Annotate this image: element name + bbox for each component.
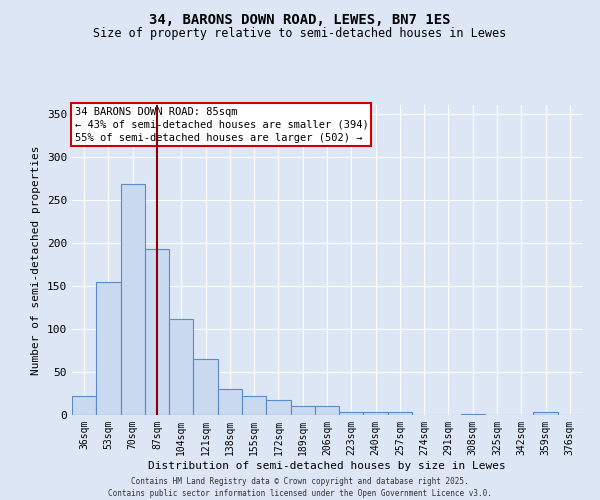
Text: Contains HM Land Registry data © Crown copyright and database right 2025.
Contai: Contains HM Land Registry data © Crown c… [108, 476, 492, 498]
Bar [72, 396, 96, 415]
Text: Size of property relative to semi-detached houses in Lewes: Size of property relative to semi-detach… [94, 28, 506, 40]
Bar [388, 412, 412, 415]
Bar [315, 406, 339, 415]
Y-axis label: Number of semi-detached properties: Number of semi-detached properties [31, 145, 41, 375]
Text: 34, BARONS DOWN ROAD, LEWES, BN7 1ES: 34, BARONS DOWN ROAD, LEWES, BN7 1ES [149, 12, 451, 26]
Bar [242, 396, 266, 415]
Bar [121, 184, 145, 415]
Bar [266, 400, 290, 415]
X-axis label: Distribution of semi-detached houses by size in Lewes: Distribution of semi-detached houses by … [148, 460, 506, 470]
Bar [96, 282, 121, 415]
Bar [290, 406, 315, 415]
Bar [169, 318, 193, 415]
Bar [533, 412, 558, 415]
Bar [461, 414, 485, 415]
Bar [364, 412, 388, 415]
Bar [193, 359, 218, 415]
Bar [218, 389, 242, 415]
Bar [339, 412, 364, 415]
Text: 34 BARONS DOWN ROAD: 85sqm
← 43% of semi-detached houses are smaller (394)
55% o: 34 BARONS DOWN ROAD: 85sqm ← 43% of semi… [74, 106, 368, 143]
Bar [145, 249, 169, 415]
